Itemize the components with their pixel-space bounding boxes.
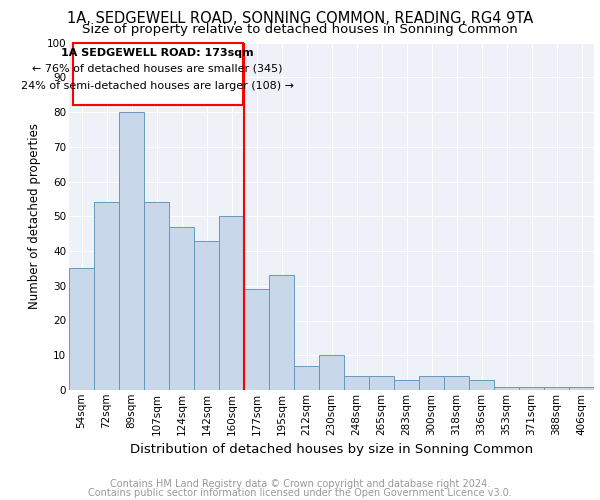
Bar xyxy=(444,376,469,390)
X-axis label: Distribution of detached houses by size in Sonning Common: Distribution of detached houses by size … xyxy=(130,443,533,456)
Bar xyxy=(269,276,294,390)
Bar xyxy=(419,376,444,390)
Text: 24% of semi-detached houses are larger (108) →: 24% of semi-detached houses are larger (… xyxy=(21,80,294,90)
Bar xyxy=(119,112,144,390)
Text: Size of property relative to detached houses in Sonning Common: Size of property relative to detached ho… xyxy=(82,23,518,36)
FancyBboxPatch shape xyxy=(73,42,243,105)
Bar xyxy=(344,376,369,390)
Bar xyxy=(69,268,94,390)
Y-axis label: Number of detached properties: Number of detached properties xyxy=(28,123,41,309)
Bar xyxy=(494,386,519,390)
Bar xyxy=(244,289,269,390)
Bar xyxy=(519,386,544,390)
Bar xyxy=(394,380,419,390)
Bar xyxy=(94,202,119,390)
Bar xyxy=(319,355,344,390)
Bar xyxy=(194,240,219,390)
Bar xyxy=(469,380,494,390)
Bar xyxy=(144,202,169,390)
Bar xyxy=(369,376,394,390)
Bar xyxy=(569,386,594,390)
Bar xyxy=(294,366,319,390)
Text: Contains HM Land Registry data © Crown copyright and database right 2024.: Contains HM Land Registry data © Crown c… xyxy=(110,479,490,489)
Bar xyxy=(219,216,244,390)
Bar xyxy=(544,386,569,390)
Text: ← 76% of detached houses are smaller (345): ← 76% of detached houses are smaller (34… xyxy=(32,64,283,74)
Text: 1A SEDGEWELL ROAD: 173sqm: 1A SEDGEWELL ROAD: 173sqm xyxy=(61,48,254,58)
Text: Contains public sector information licensed under the Open Government Licence v3: Contains public sector information licen… xyxy=(88,488,512,498)
Text: 1A, SEDGEWELL ROAD, SONNING COMMON, READING, RG4 9TA: 1A, SEDGEWELL ROAD, SONNING COMMON, READ… xyxy=(67,11,533,26)
Bar xyxy=(169,226,194,390)
